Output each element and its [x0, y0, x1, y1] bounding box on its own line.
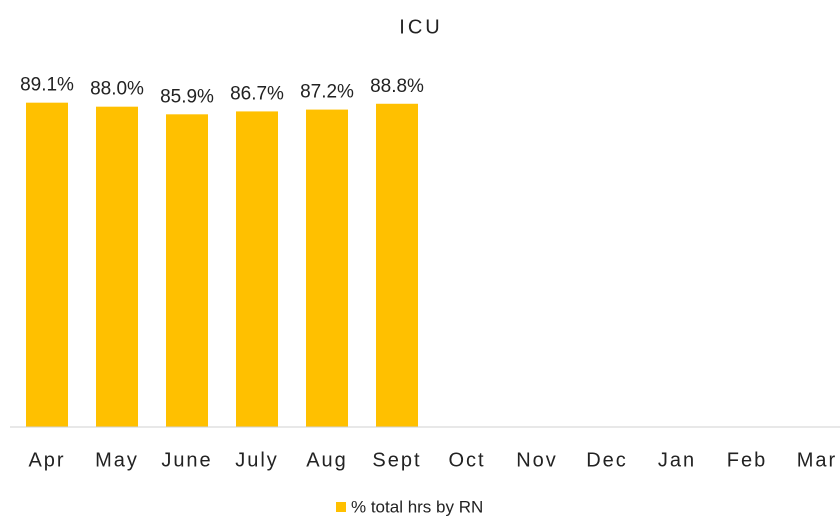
bar	[96, 106, 138, 428]
data-label: 87.2%	[300, 82, 354, 103]
chart-title: ICU	[399, 16, 442, 38]
legend-label: % total hrs by RN	[351, 497, 483, 516]
x-tick-label: Feb	[727, 449, 767, 471]
x-tick-label: Apr	[28, 449, 65, 471]
x-tick-label: Jan	[658, 449, 696, 471]
data-label: 88.0%	[90, 79, 144, 100]
bar	[236, 111, 278, 428]
x-tick-label: Nov	[516, 449, 558, 471]
data-label: 85.9%	[160, 86, 214, 107]
data-label: 86.7%	[230, 83, 284, 104]
bar	[166, 114, 208, 427]
bar	[306, 109, 348, 427]
x-tick-label: Sept	[372, 449, 421, 471]
x-tick-label: May	[95, 449, 139, 471]
x-tick-label: Dec	[586, 449, 628, 471]
x-tick-label: Mar	[797, 449, 837, 471]
bar	[376, 103, 418, 427]
data-label: 89.1%	[20, 75, 74, 96]
bar	[26, 102, 68, 428]
legend-swatch	[336, 502, 346, 512]
x-tick-label: Aug	[306, 449, 348, 471]
x-tick-label: July	[235, 449, 279, 471]
x-tick-label: Oct	[448, 449, 485, 471]
x-tick-label: June	[161, 449, 212, 471]
data-label: 88.8%	[370, 76, 424, 97]
